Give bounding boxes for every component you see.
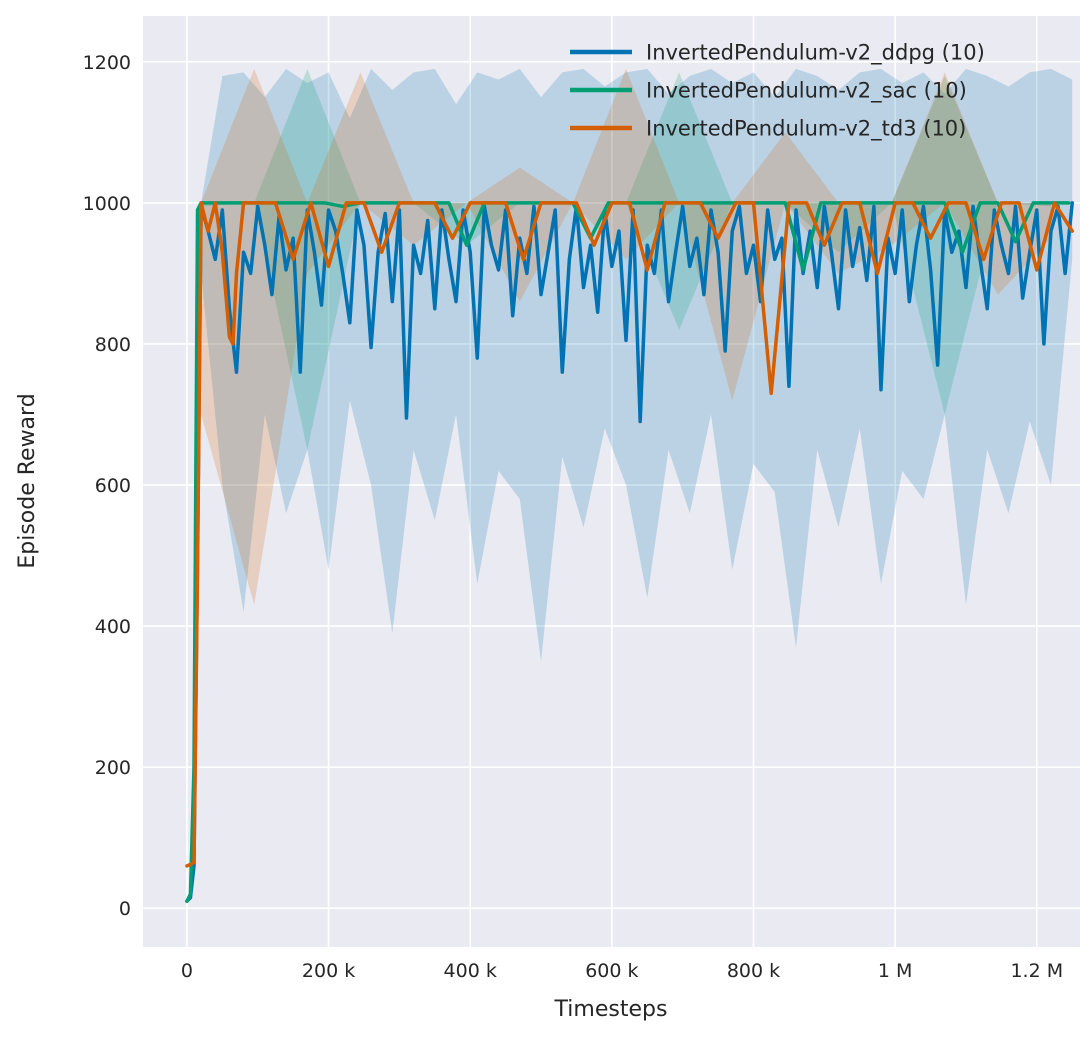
legend-label: InvertedPendulum-v2_sac (10) bbox=[646, 79, 967, 104]
x-tick-label: 400 k bbox=[444, 960, 497, 982]
y-tick-label: 600 bbox=[95, 475, 131, 497]
series-line bbox=[185, 201, 1074, 868]
x-axis-label: Timesteps bbox=[554, 997, 668, 1022]
x-tick-label: 200 k bbox=[302, 960, 355, 982]
x-tick-label: 800 k bbox=[727, 960, 780, 982]
plot-layer: 0 200 k 400 k 600 k 800 k 1 M 1.2 M 0 200 400 600 8… bbox=[83, 16, 1080, 982]
y-tick-label: 1200 bbox=[83, 52, 131, 74]
legend-label: InvertedPendulum-v2_td3 (10) bbox=[646, 117, 966, 142]
y-tick-label: 400 bbox=[95, 616, 131, 638]
y-axis-label: Episode Reward bbox=[15, 393, 40, 568]
x-tick-label: 600 k bbox=[585, 960, 638, 982]
y-tick-label: 200 bbox=[95, 757, 131, 779]
y-tick-label: 0 bbox=[119, 898, 131, 920]
y-tick-label: 800 bbox=[95, 334, 131, 356]
y-tick-label: 1000 bbox=[83, 193, 131, 215]
x-tick-label: 1 M bbox=[878, 960, 913, 982]
x-tick-label: 0 bbox=[181, 960, 193, 982]
x-tick-label: 1.2 M bbox=[1010, 960, 1063, 982]
series-line bbox=[185, 201, 1074, 903]
legend-label: InvertedPendulum-v2_ddpg (10) bbox=[646, 41, 985, 66]
